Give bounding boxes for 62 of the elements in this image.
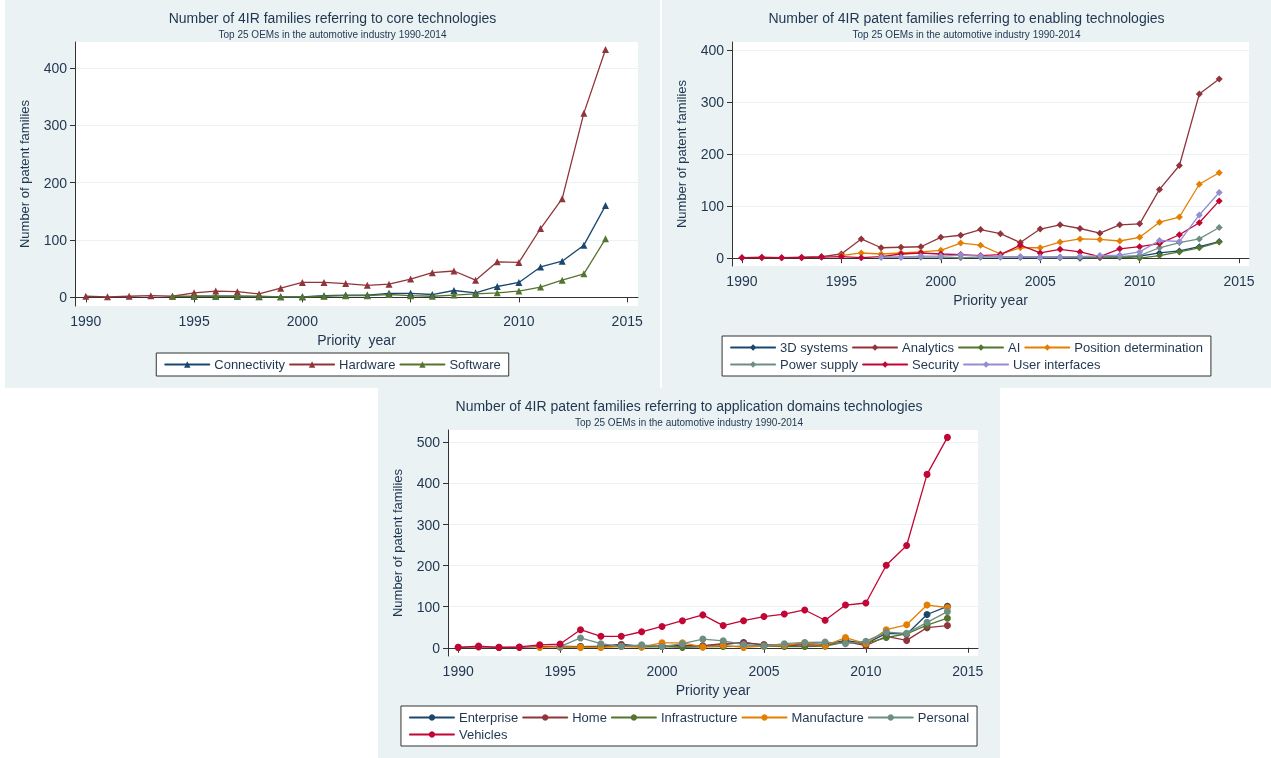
x-axis-title: Priority year: [317, 331, 397, 348]
x-tick-label: 2015: [611, 313, 643, 329]
y-tick-label: 100: [700, 198, 725, 215]
chart-subtitle: Top 25 OEMs in the automotive industry 1990-2014: [575, 416, 804, 428]
y-tick-label: 200: [416, 557, 441, 574]
y-axis-title: Number of patent families: [390, 468, 405, 618]
legend-label: Personal: [917, 710, 970, 725]
y-tick-label: 100: [416, 598, 441, 615]
x-tick-label: 2005: [395, 313, 427, 329]
legend-label: Power supply: [780, 357, 859, 372]
x-tick-label: 1990: [70, 313, 102, 329]
y-tick-label: 0: [716, 250, 725, 267]
y-tick-label: 400: [416, 475, 441, 492]
chart-title: Number of 4IR patent families referring to application domains technologies: [455, 398, 923, 414]
x-tick-label: 1990: [442, 663, 474, 679]
x-tick-label: 2000: [925, 273, 957, 289]
x-tick-label: 2010: [1124, 273, 1156, 289]
legend-label: AI: [1008, 340, 1021, 355]
y-tick-label: 300: [700, 93, 725, 110]
y-tick-label: 200: [700, 146, 725, 162]
y-tick-label: 400: [43, 59, 68, 76]
legend-label: Home: [572, 710, 607, 725]
y-tick-label: 0: [59, 289, 68, 306]
y-tick-label: 400: [700, 41, 725, 58]
legend-label: Vehicles: [458, 727, 508, 742]
legend-label: Hardware: [339, 357, 396, 372]
x-tick-label: 2010: [850, 663, 882, 679]
y-tick-label: 300: [43, 117, 68, 134]
x-tick-label: 1990: [726, 273, 758, 289]
x-tick-label: 2000: [646, 663, 678, 679]
x-tick-label: 2015: [952, 663, 984, 679]
x-axis-title: Priority year: [675, 681, 751, 698]
x-tick-label: 2015: [1223, 273, 1255, 289]
x-tick-label: 2010: [503, 313, 535, 329]
x-tick-label: 2005: [748, 663, 780, 679]
legend-label: Infrastructure: [660, 710, 738, 725]
y-axis-title: Number of patent families: [674, 79, 689, 229]
y-tick-label: 0: [432, 639, 441, 656]
chart-title: Number of 4IR families referring to core technologies: [168, 10, 497, 26]
y-axis-title: Number of patent families: [17, 99, 32, 249]
legend-label: Position determination: [1074, 340, 1203, 355]
legend-label: Analytics: [901, 340, 955, 355]
legend-label: 3D systems: [780, 340, 849, 355]
y-tick-label: 100: [43, 232, 68, 248]
x-tick-label: 2000: [286, 313, 319, 329]
legend-label: Manufacture: [791, 710, 864, 725]
chart-title: Number of 4IR patent families referring to enabling technologies: [768, 10, 1165, 26]
legend-label: Software: [449, 357, 501, 372]
x-tick-label: 1995: [178, 313, 210, 329]
legend-label: Connectivity: [214, 357, 286, 372]
y-tick-label: 500: [416, 434, 441, 451]
y-tick-label: 300: [416, 516, 441, 533]
x-axis-title: Priority year: [953, 291, 1029, 308]
x-tick-label: 1995: [825, 273, 858, 289]
legend-label: Security: [912, 357, 960, 372]
chart-subtitle: Top 25 OEMs in the automotive industry 1990-2014: [218, 28, 447, 40]
y-tick-label: 200: [43, 174, 68, 191]
chart-subtitle: Top 25 OEMs in the automotive industry 1990-2014: [852, 28, 1081, 40]
x-tick-label: 2005: [1024, 273, 1056, 289]
x-tick-label: 1995: [544, 663, 576, 679]
legend-label: Enterprise: [458, 710, 519, 725]
legend-label: User interfaces: [1013, 357, 1101, 372]
